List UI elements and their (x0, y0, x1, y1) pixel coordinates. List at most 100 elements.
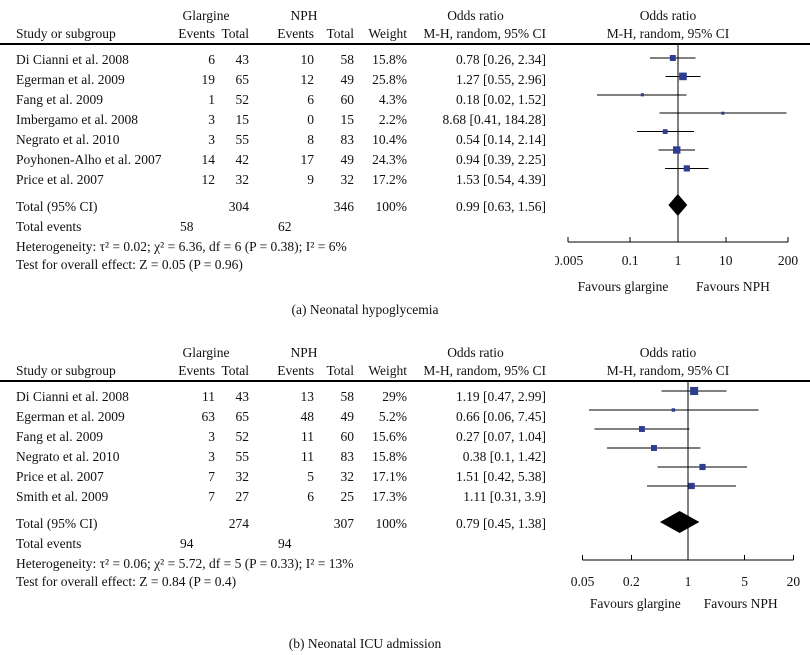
forest-plot-panel-a: Glargine NPH Odds ratio Odds ratio Study… (0, 8, 810, 317)
nph-total: 83 (340, 132, 355, 147)
nph-events: 5 (307, 469, 314, 484)
glargine-total: 65 (235, 409, 250, 424)
forest-plot-svg: 0.005 0.1 1 10 200 Favours glargine Favours NP… (555, 45, 798, 294)
col-header-nph-total: Total (326, 26, 354, 41)
glargine-events: 3 (208, 449, 215, 464)
weight: 24.3% (372, 152, 407, 167)
study-row: Egerman et al. 2009 63 65 48 49 5.2% 0.66 [0.0… (0, 407, 556, 427)
nph-total: 49 (340, 72, 355, 87)
glargine-events: 7 (208, 469, 215, 484)
glargine-total: 27 (235, 489, 250, 504)
total-events-nph: 94 (278, 536, 292, 551)
weight: 15.8% (372, 52, 407, 67)
total-or-ci: 0.79 [0.45, 1.38] (456, 516, 546, 531)
odds-ratio-ci: 1.53 [0.54, 4.39] (456, 172, 546, 187)
effect-square (638, 426, 645, 432)
tick-label: 0.05 (571, 574, 595, 589)
total-glargine-n: 304 (228, 199, 249, 214)
odds-ratio-ci: 1.51 [0.42, 5.38] (456, 469, 546, 484)
nph-events: 17 (300, 152, 315, 167)
plot-column-title: Odds ratio (639, 345, 697, 360)
heterogeneity-row: Heterogeneity: τ² = 0.02; χ² = 6.36, df … (0, 237, 556, 257)
nph-events: 8 (307, 132, 314, 147)
nph-events: 11 (301, 449, 314, 464)
odds-ratio-ci: 0.27 [0.07, 1.04] (456, 429, 546, 444)
col-header-glargine-total: Total (221, 26, 249, 41)
overall-effect-row: Test for overall effect: Z = 0.05 (P = 0… (0, 255, 556, 275)
glargine-events: 3 (208, 112, 215, 127)
nph-events: 11 (301, 429, 314, 444)
effect-square (699, 463, 706, 471)
odds-ratio-ci: 0.18 [0.02, 1.52] (456, 92, 546, 107)
overall-effect-text: Test for overall effect: Z = 0.05 (P = 0… (16, 257, 243, 272)
col-header-nph-total: Total (326, 363, 354, 378)
tick-label: 20 (787, 574, 801, 589)
study-row: Negrato et al. 2010 3 55 8 83 10.4% 0.54 [0.14… (0, 130, 556, 150)
effect-square (640, 93, 644, 97)
total-events-row: Total events 94 94 (0, 534, 556, 554)
effect-square (662, 129, 668, 135)
glargine-total: 42 (235, 152, 250, 167)
nph-total: 58 (340, 52, 355, 67)
col-header-nph-events: Events (277, 26, 314, 41)
col-header-glargine-events: Events (178, 26, 215, 41)
nph-events: 0 (307, 112, 314, 127)
favours-right-label: Favours NPH (704, 596, 778, 611)
glargine-events: 7 (208, 489, 215, 504)
effect-square (683, 165, 690, 172)
total-weight: 100% (375, 516, 408, 531)
nph-total: 15 (340, 112, 355, 127)
glargine-total: 43 (235, 389, 250, 404)
odds-ratio-ci: 8.68 [0.41, 184.28] (442, 112, 547, 127)
header-rule (0, 43, 810, 45)
col-header-study: Study or subgroup (16, 363, 116, 378)
odds-ratio-ci: 0.94 [0.39, 2.25] (456, 152, 546, 167)
glargine-events: 3 (208, 429, 215, 444)
odds-ratio-ci: 1.11 [0.31, 3.9] (463, 489, 546, 504)
glargine-events: 1 (208, 92, 215, 107)
nph-events: 6 (307, 92, 314, 107)
heterogeneity-row: Heterogeneity: τ² = 0.06; χ² = 5.72, df … (0, 554, 556, 574)
total-weight: 100% (375, 199, 408, 214)
favours-left-label: Favours glargine (578, 279, 669, 294)
tick-label: 0.005 (555, 253, 583, 268)
glargine-events: 6 (208, 52, 215, 67)
weight: 29% (382, 389, 407, 404)
total-label: Total (95% CI) (16, 516, 98, 531)
col-header-glargine-events: Events (178, 363, 215, 378)
col-header-weight: Weight (368, 363, 407, 378)
group-header-nph: NPH (290, 8, 318, 23)
study-row: Price et al. 2007 12 32 9 32 17.2% 1.53 [0.54,… (0, 170, 556, 190)
nph-events: 10 (300, 52, 315, 67)
study-row: Egerman et al. 2009 19 65 12 49 25.8% 1.27 [0.… (0, 70, 556, 90)
col-header-or-ci: M-H, random, 95% CI (423, 363, 546, 378)
weight: 5.2% (378, 409, 407, 424)
glargine-total: 52 (235, 429, 250, 444)
weight: 15.8% (372, 449, 407, 464)
glargine-total: 52 (235, 92, 250, 107)
odds-ratio-ci: 1.27 [0.55, 2.96] (456, 72, 546, 87)
effect-square (721, 111, 725, 115)
nph-events: 6 (307, 489, 314, 504)
glargine-total: 32 (235, 469, 250, 484)
nph-events: 13 (300, 389, 315, 404)
glargine-events: 12 (201, 172, 216, 187)
effect-square (690, 386, 699, 396)
glargine-total: 65 (235, 72, 250, 87)
odds-ratio-ci: 0.78 [0.26, 2.34] (456, 52, 546, 67)
study-name: Price et al. 2007 (16, 469, 104, 484)
study-name: Fang et al. 2009 (16, 92, 103, 107)
glargine-events: 14 (201, 152, 216, 167)
nph-total: 25 (340, 489, 355, 504)
plot-column-title: Odds ratio (639, 8, 697, 23)
study-row: Di Cianni et al. 2008 6 43 10 58 15.8% 0.78 [0… (0, 50, 556, 70)
tick-label: 1 (685, 574, 692, 589)
favours-right-label: Favours NPH (696, 279, 770, 294)
weight: 15.6% (372, 429, 407, 444)
or-column-title: Odds ratio (447, 345, 504, 360)
forest-plot-panel-b: Glargine NPH Odds ratio Odds ratio Study… (0, 337, 810, 655)
study-row: Fang et al. 2009 1 52 6 60 4.3% 0.18 [0.02, 1.… (0, 90, 556, 110)
glargine-total: 32 (235, 172, 250, 187)
study-row: Negrato et al. 2010 3 55 11 83 15.8% 0.38 [0.1… (0, 447, 556, 467)
study-name: Egerman et al. 2009 (16, 72, 125, 87)
